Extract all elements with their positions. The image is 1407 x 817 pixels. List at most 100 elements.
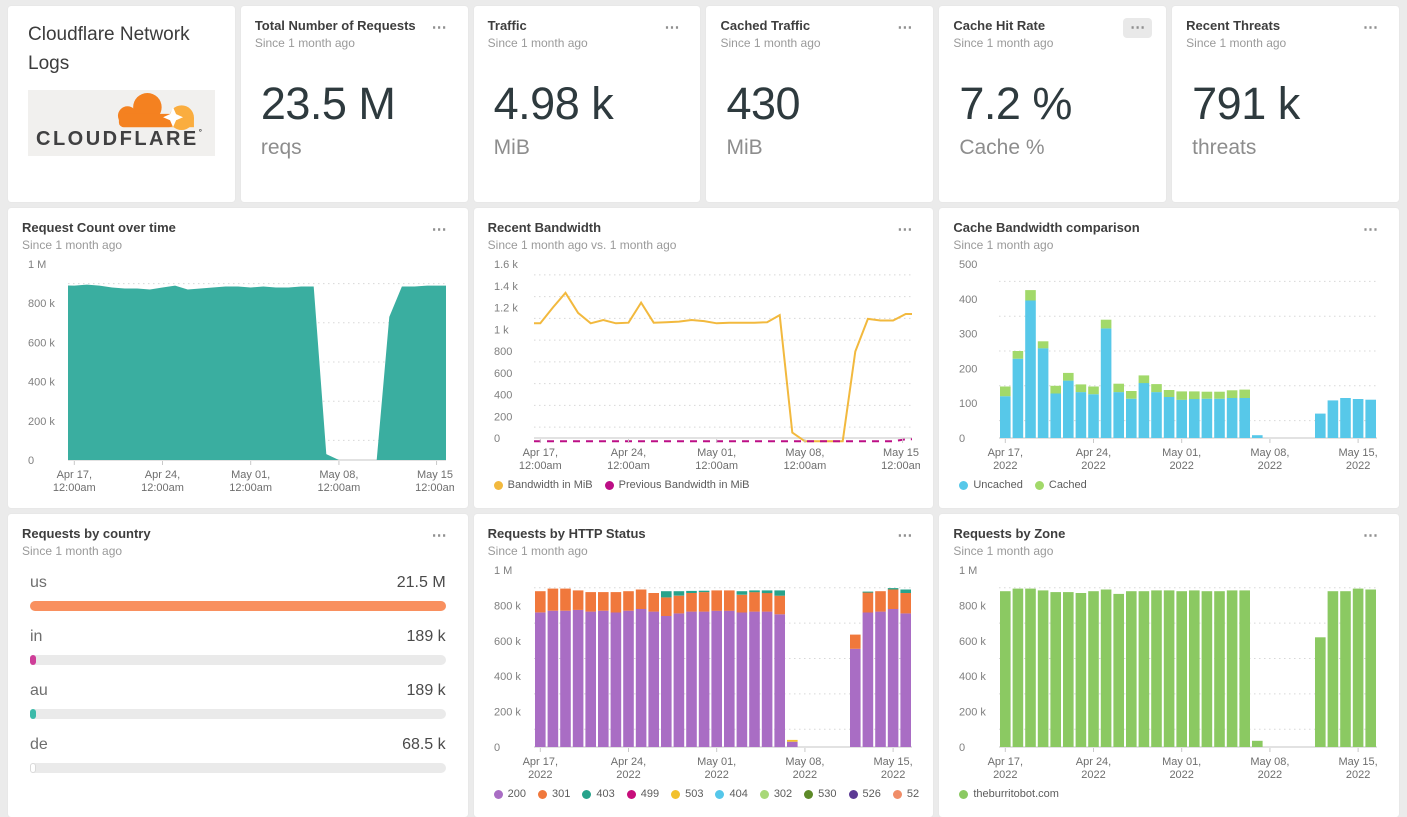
card-menu-button[interactable]: ⋯	[657, 18, 686, 38]
bar-series	[660, 588, 911, 598]
svg-text:400 k: 400 k	[959, 671, 986, 683]
more-icon: ⋯	[431, 19, 447, 36]
legend-item[interactable]: 503	[671, 788, 703, 800]
svg-text:May 08,12:00am: May 08, 12:00am	[783, 447, 826, 472]
x-axis-labels: Apr 17, 12:00am Apr 24, 12:00am May 01, 12:00…	[519, 439, 924, 472]
country-row: de 68.5 k	[30, 736, 446, 773]
card-menu-button[interactable]: ⋯	[425, 526, 454, 546]
bar-series	[1000, 588, 1377, 747]
card-logo: Cloudflare Network Logs CLOUDFLARE°	[8, 6, 235, 202]
card-menu-button[interactable]: ⋯	[890, 220, 919, 240]
svg-text:1.4 k: 1.4 k	[494, 281, 518, 293]
svg-text:0: 0	[494, 433, 500, 445]
country-label: us	[30, 574, 47, 591]
card-request-count: Request Count over time Since 1 month ag…	[8, 208, 468, 508]
line-series	[533, 438, 912, 443]
svg-text:400: 400	[959, 294, 977, 306]
card-cache-hit-rate: Cache Hit Rate Since 1 month ago ⋯ 7.2 %…	[939, 6, 1167, 202]
legend-dot-icon	[582, 789, 592, 799]
country-value: 21.5 M	[396, 574, 446, 591]
legend-label: 503	[685, 788, 704, 800]
card-menu-button[interactable]: ⋯	[1123, 18, 1153, 38]
legend-label: Cached	[1048, 479, 1087, 491]
svg-text:Apr 24,2022: Apr 24, 2022	[1076, 756, 1111, 781]
country-row: au 189 k	[30, 682, 446, 719]
svg-text:1 M: 1 M	[494, 565, 512, 577]
more-icon: ⋯	[664, 19, 680, 36]
legend-label: Uncached	[973, 479, 1023, 491]
legend-item[interactable]: Bandwidth in MiB	[493, 479, 593, 491]
x-axis-labels: Apr 17, 12:00am Apr 24, 12:00am May 01, 12:00…	[53, 461, 458, 494]
legend-item[interactable]: 302	[759, 788, 793, 800]
chart-legend: 200 301 403 499 503 404 302 530 526 524	[488, 783, 920, 805]
stat-value: 4.98 k	[493, 78, 614, 129]
legend-item[interactable]: Uncached	[959, 479, 1023, 491]
country-label: de	[30, 736, 48, 753]
country-bar-track	[30, 709, 446, 719]
card-menu-button[interactable]: ⋯	[890, 18, 919, 38]
cloudflare-logo: CLOUDFLARE°	[28, 90, 215, 156]
legend-item[interactable]: 524	[892, 788, 920, 800]
card-menu-button[interactable]: ⋯	[425, 220, 454, 240]
legend-label: 301	[552, 788, 571, 800]
svg-text:200: 200	[959, 363, 977, 375]
area-series	[68, 284, 446, 460]
card-subtitle: Since 1 month ago	[953, 544, 1054, 558]
card-menu-button[interactable]: ⋯	[1356, 526, 1385, 546]
legend-dot-icon	[892, 789, 902, 799]
country-value: 189 k	[406, 628, 446, 645]
card-menu-button[interactable]: ⋯	[890, 526, 919, 546]
legend-item[interactable]: theburritobot.com	[959, 788, 1059, 800]
card-menu-button[interactable]: ⋯	[425, 18, 454, 38]
legend-item[interactable]: 200	[493, 788, 526, 800]
legend-dot-icon	[715, 789, 725, 799]
cloudflare-wordmark: CLOUDFLARE°	[36, 128, 202, 150]
stat-value: 430	[726, 78, 801, 129]
legend-item[interactable]: 301	[538, 788, 570, 800]
legend-item[interactable]: 403	[582, 788, 615, 800]
svg-text:1 M: 1 M	[959, 565, 977, 577]
legend-item[interactable]: Cached	[1034, 479, 1087, 491]
svg-text:200 k: 200 k	[959, 707, 986, 719]
legend-item[interactable]: 526	[848, 788, 881, 800]
card-subtitle: Since 1 month ago	[487, 36, 588, 50]
stat-unit: reqs	[260, 136, 302, 160]
y-axis-labels: 1 M 800 k 600 k 400 k 200 k 0	[959, 565, 986, 754]
legend-label: 524	[906, 788, 920, 800]
card-subtitle: Since 1 month ago	[720, 36, 821, 50]
svg-text:100: 100	[959, 398, 977, 410]
card-subtitle: Since 1 month ago	[487, 544, 588, 558]
stat-unit: MiB	[726, 136, 763, 160]
card-title: Traffic	[487, 18, 527, 33]
legend-item[interactable]: 530	[804, 788, 837, 800]
card-menu-button[interactable]: ⋯	[1356, 220, 1385, 240]
svg-text:400: 400	[494, 390, 512, 402]
card-traffic: Traffic Since 1 month ago ⋯ 4.98 k MiB	[473, 6, 701, 202]
legend-item[interactable]: Previous Bandwidth in MiB	[604, 479, 750, 491]
chart-svg: 1 M 800 k 600 k 400 k 200 k 0 Apr 17, 2022 Apr 2…	[494, 565, 913, 781]
legend-label: 526	[862, 788, 881, 800]
card-cache-bandwidth: Cache Bandwidth comparison Since 1 month…	[939, 208, 1399, 508]
more-icon: ⋯	[1362, 221, 1378, 238]
stat-unit: MiB	[493, 136, 530, 160]
card-title: Cache Bandwidth comparison	[953, 220, 1140, 235]
legend-item[interactable]: 404	[715, 788, 748, 800]
legend-label: 499	[640, 788, 660, 800]
legend-dot-icon	[538, 789, 548, 799]
more-icon: ⋯	[431, 527, 447, 544]
svg-text:Apr 24,12:00am: Apr 24, 12:00am	[607, 447, 650, 472]
svg-text:500: 500	[959, 259, 977, 271]
chart-legend: theburritobot.com	[953, 783, 1385, 805]
svg-text:600 k: 600 k	[494, 636, 521, 648]
bar-series	[534, 608, 911, 748]
stat-unit: threats	[1192, 136, 1257, 160]
legend-label: 302	[773, 788, 793, 800]
svg-text:May 08,12:00am: May 08, 12:00am	[318, 469, 361, 494]
legend-item[interactable]: 499	[626, 788, 660, 800]
card-title: Recent Threats	[1186, 18, 1281, 33]
x-axis-labels: Apr 17, 2022 Apr 24, 2022 May 01, 2022 May 08,…	[522, 748, 912, 781]
svg-text:600 k: 600 k	[28, 337, 55, 349]
country-label: in	[30, 628, 43, 645]
card-menu-button[interactable]: ⋯	[1356, 18, 1385, 38]
card-subtitle: Since 1 month ago	[254, 36, 355, 50]
